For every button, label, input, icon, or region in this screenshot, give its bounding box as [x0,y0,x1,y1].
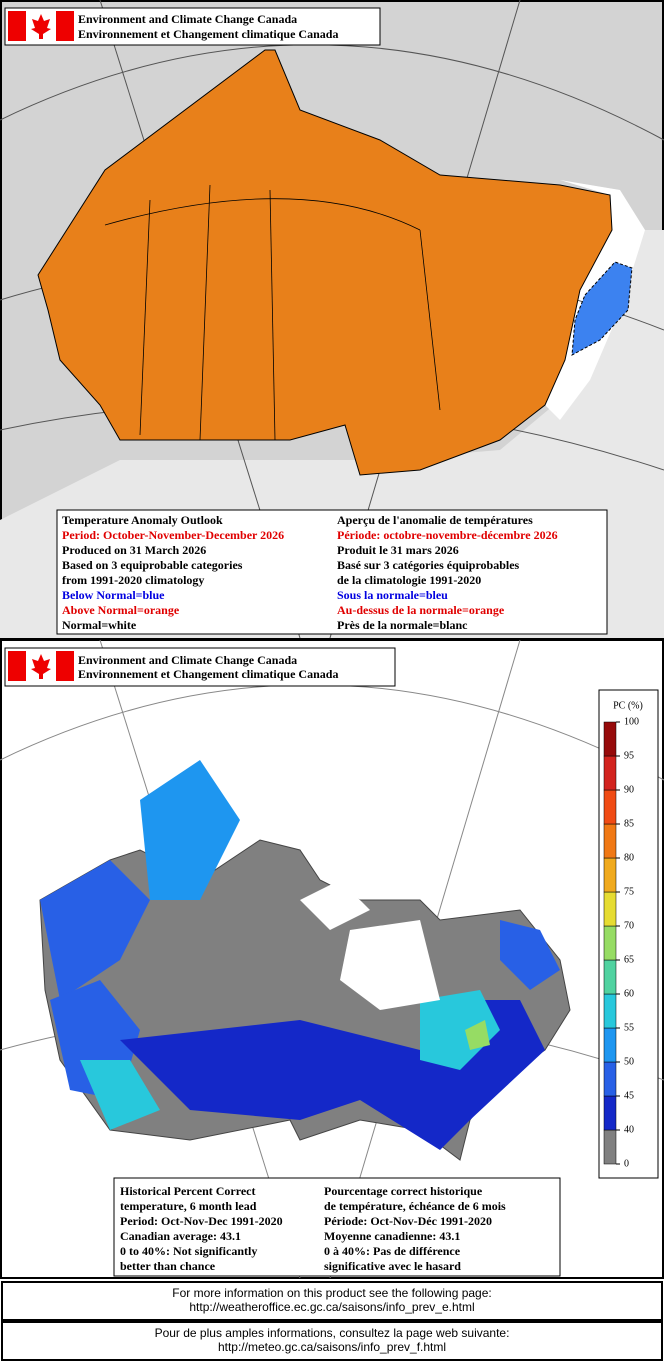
provinces [104,184,441,441]
colorbar-tick-label: 75 [624,886,634,897]
colorbar-tick-label: 40 [624,1124,634,1135]
colorbar-bin [603,1027,617,1063]
legend-line: Moyenne canadienne: 43.1 [324,1229,460,1243]
legend-line: better than chance [120,1259,216,1273]
legend-line: Historical Percent Correct [120,1184,256,1198]
legend-line: 0 à 40%: Pas de différence [324,1244,461,1258]
colorbar-tick-label: 70 [624,920,634,931]
colorbar-bin [603,891,617,927]
legend-line: Based on 3 equiprobable categories [62,558,243,572]
colorbar-tick-label: 80 [624,852,634,863]
colorbar-tick-label: 65 [624,954,634,965]
colorbar-bin [603,755,617,791]
colorbar-bin [603,1095,617,1131]
legend-line: Above Normal=orange [62,603,180,617]
colorbar-bin [603,857,617,893]
header-line: Environment and Climate Change Canada [78,653,297,667]
legend-line: Pourcentage correct historique [324,1184,483,1198]
legend-line: Basé sur 3 catégories équiprobables [337,558,520,572]
legend-line: de la climatologie 1991-2020 [337,573,481,587]
colorbar-tick-label: 95 [624,750,634,761]
pc-field [40,760,560,1150]
header-line: Environnement et Changement climatique C… [78,667,338,681]
colorbar-tick-label: 50 [624,1056,634,1067]
legend-line: Au-dessus de la normale=orange [337,603,505,617]
colorbar-tick-label: 55 [624,1022,634,1033]
footer-line: Pour de plus amples informations, consul… [155,1326,510,1340]
colorbar-bin [603,789,617,825]
colorbar-title: PC (%) [613,700,643,711]
legend-line: Period: October-November-December 2026 [62,528,284,542]
below-normal-area [571,261,633,356]
legend-line: Canadian average: 43.1 [120,1229,241,1243]
colorbar-tick-label: 90 [624,784,634,795]
legend-line: significative avec le hasard [324,1259,461,1273]
header-line: Environment and Climate Change Canada [78,12,297,26]
legend-line: Normal=white [62,618,137,632]
colorbar-bin [603,959,617,995]
colorbar-tick-label: 0 [624,1158,629,1169]
legend-line: Temperature Anomaly Outlook [62,513,223,527]
flag [8,11,74,41]
legend-line: Près de la normale=blanc [337,618,468,632]
legend-line: from 1991-2020 climatology [62,573,204,587]
colorbar-bin [603,721,617,757]
footer-line: http://meteo.gc.ca/saisons/info_prev_f.h… [218,1340,446,1354]
legend-line: de température, échéance de 6 mois [324,1199,506,1213]
legend-line: Aperçu de l'anomalie de températures [337,513,533,527]
legend-line: Period: Oct-Nov-Dec 1991-2020 [120,1214,283,1228]
colorbar-tick-label: 85 [624,818,634,829]
colorbar-tick-label: 100 [624,716,639,727]
footer-box [1,1321,663,1361]
legend-line: Produit le 31 mars 2026 [337,543,459,557]
legend-line: 0 to 40%: Not significantly [120,1244,257,1258]
legend-box [56,509,608,635]
flag [8,651,74,681]
legend-line: temperature, 6 month lead [120,1199,257,1213]
colorbar-bin [603,925,617,961]
colorbar-bin [603,993,617,1029]
colorbar-tick-label: 60 [624,988,634,999]
footer-line: For more information on this product see… [172,1286,492,1300]
colorbar-tick-label: 45 [624,1090,634,1101]
header-line: Environnement et Changement climatique C… [78,27,338,41]
legend-box [113,1177,561,1277]
legend-line: Below Normal=blue [62,588,165,602]
legend-line: Produced on 31 March 2026 [62,543,206,557]
footer-box [1,1281,663,1321]
colorbar-bin [603,1129,617,1165]
footer-line: http://weatheroffice.ec.gc.ca/saisons/in… [189,1300,474,1314]
legend-line: Période: Oct-Nov-Déc 1991-2020 [324,1214,492,1228]
legend-line: Période: octobre-novembre-décembre 2026 [337,528,558,542]
colorbar: 0 40 45 50 55 60 65 70 75 80 85 90 95 100 [603,716,639,1169]
colorbar-bin [603,823,617,859]
above-normal-area [37,49,613,476]
colorbar-bin [603,1061,617,1097]
legend-line: Sous la normale=bleu [337,588,448,602]
